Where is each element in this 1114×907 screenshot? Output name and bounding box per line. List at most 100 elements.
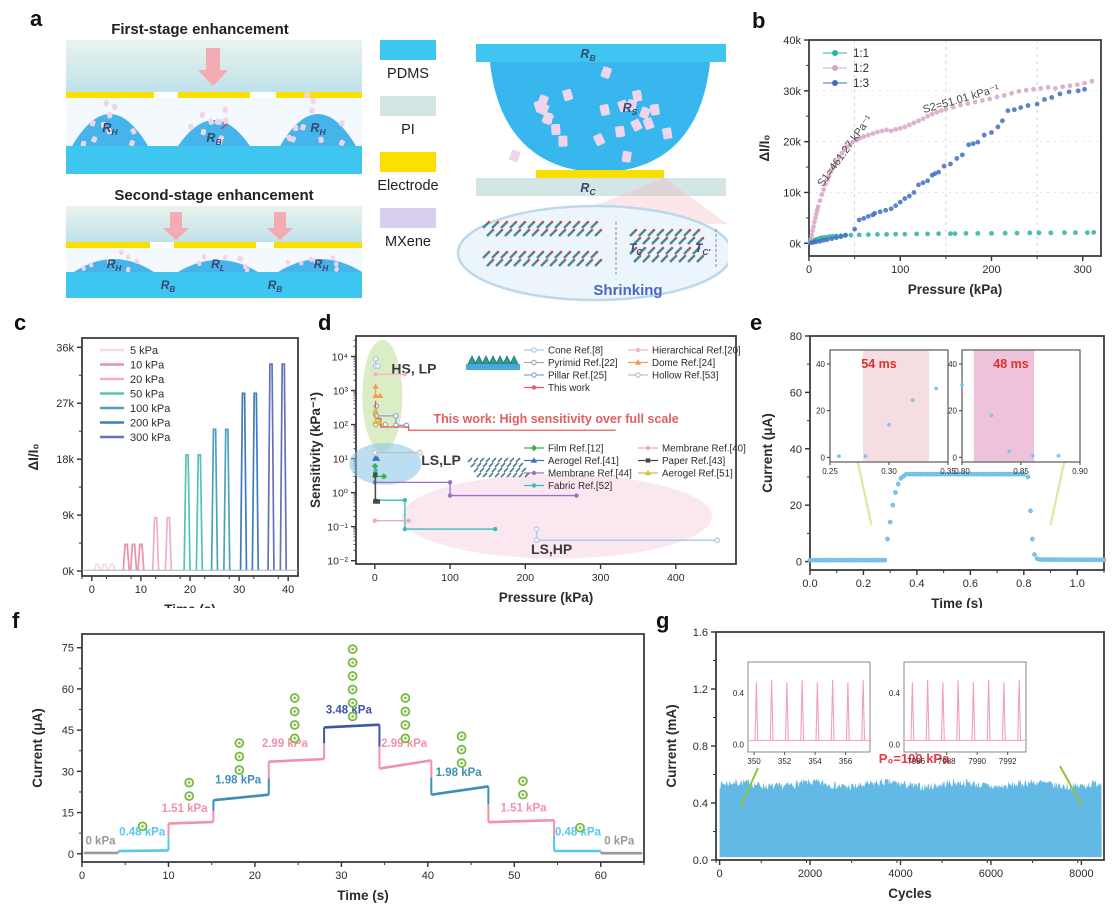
lattice-atom <box>697 246 701 250</box>
pressure-step-label: 0 kPa <box>604 835 635 847</box>
pdms-top-slab <box>66 206 362 242</box>
pulse-trace <box>129 543 138 571</box>
lattice-stroke <box>467 457 473 463</box>
cycle-spike <box>845 682 850 741</box>
pressure-step-label: 0.48 kPa <box>555 827 602 839</box>
inset-dot <box>934 386 939 391</box>
lattice-atom <box>559 250 563 254</box>
scatter-point <box>994 94 1000 100</box>
mxene-dot <box>593 133 606 147</box>
x-tick-label: 0.0 <box>802 578 817 590</box>
lattice-atom <box>572 228 576 232</box>
x-tick-label: 4000 <box>888 868 912 880</box>
data-marker <box>375 499 381 504</box>
legend-label: 300 kPa <box>130 432 171 444</box>
lattice-atom <box>670 246 674 250</box>
scatter-point <box>856 232 862 238</box>
data-marker <box>635 372 641 378</box>
lattice-atom <box>487 220 491 224</box>
scatter-point <box>902 231 908 237</box>
water-droplet-icon <box>238 768 241 772</box>
inset-y-tick-label: 40 <box>816 360 825 369</box>
x-tick-label: 6000 <box>979 868 1003 880</box>
water-droplet-icon <box>293 710 296 713</box>
pressure-step-label: 1.98 kPa <box>436 767 483 779</box>
data-marker <box>373 468 378 473</box>
pulse-trace <box>164 516 173 571</box>
panel-d-chart: 0 100 200 300 400 10⁻² 10⁻¹ 10⁰ 10¹ 10² 10³ 10⁴ Pres… <box>308 335 746 605</box>
scatter-point <box>958 102 963 108</box>
mxene-dot <box>196 260 202 266</box>
response-dot <box>1021 471 1027 477</box>
lattice-stroke <box>506 472 512 478</box>
mxene-dot <box>299 260 304 266</box>
y-tick-label: 1.2 <box>693 684 708 696</box>
scatter-point <box>811 224 816 229</box>
y-tick-label: 10¹ <box>333 454 349 466</box>
y-tick-label: 10k <box>783 187 801 199</box>
lattice-stroke <box>524 472 530 478</box>
lattice-stroke <box>576 259 584 267</box>
lattice-atom <box>541 220 545 224</box>
response-time-label: 48 ms <box>993 357 1028 371</box>
lattice-stroke <box>669 237 677 245</box>
scatter-point <box>850 139 856 145</box>
water-droplet-icon <box>293 723 296 727</box>
y-tick-label: 60 <box>62 684 74 696</box>
y-axis-label: Current (mA) <box>664 704 679 787</box>
mxene-dot <box>118 249 124 256</box>
cycling-band <box>719 778 1102 858</box>
water-droplet-icon <box>521 793 525 796</box>
mxene-dot <box>207 118 215 126</box>
scatter-point <box>1082 86 1087 92</box>
mxene-dot <box>81 265 86 271</box>
scatter-point <box>948 231 953 237</box>
inset-y-tick-label: 40 <box>948 360 957 369</box>
panel-a-schematic: First-stage enhancement RH RH RB Second-… <box>66 21 728 302</box>
data-marker <box>402 526 408 532</box>
y-axis-label: ΔI/I₀ <box>26 443 41 470</box>
lattice-atom <box>599 258 603 262</box>
lattice-stroke <box>500 221 508 229</box>
scatter-point <box>1073 230 1078 236</box>
electrode-strip <box>178 92 250 98</box>
scatter-point <box>1067 83 1073 89</box>
x-tick-label: 40 <box>422 870 434 882</box>
data-marker <box>380 473 388 480</box>
lattice-stroke <box>488 472 494 478</box>
mxene-dot <box>125 266 131 273</box>
lattice-atom <box>523 250 527 254</box>
lattice-atom <box>518 258 522 262</box>
data-marker <box>635 347 641 353</box>
lattice-atom <box>572 258 576 262</box>
x-tick-label: 100 <box>891 264 909 276</box>
mxene-dot <box>662 127 673 140</box>
scatter-point <box>1084 230 1090 236</box>
inset-dot <box>960 383 964 387</box>
water-droplet-icon <box>521 780 525 783</box>
lattice-atom <box>536 258 540 262</box>
scatter-point <box>934 109 940 115</box>
lattice-stroke <box>491 457 497 463</box>
lattice-stroke <box>491 221 499 229</box>
x-tick-label: 40 <box>282 584 294 596</box>
lattice-stroke <box>567 259 575 267</box>
lattice-stroke <box>515 457 521 463</box>
inset-x-tick-label: 7992 <box>999 757 1017 766</box>
data-marker <box>372 407 379 413</box>
x-tick-label: 0.6 <box>963 578 978 590</box>
x-tick-label: 20 <box>184 584 196 596</box>
response-dot <box>895 481 901 487</box>
lattice-stroke <box>503 457 509 463</box>
inset-pointer-line <box>1059 765 1083 807</box>
cycle-spike <box>956 679 961 741</box>
y-tick-label: 10⁴ <box>332 351 348 363</box>
x-tick-label: 20 <box>249 870 261 882</box>
scatter-point <box>1049 95 1055 100</box>
pressure-step-label: 0.48 kPa <box>119 827 166 839</box>
lattice-stroke <box>509 457 515 463</box>
inset-y-tick-label: 0.0 <box>733 740 745 749</box>
pulse-trace <box>183 453 191 571</box>
lattice-stroke <box>509 251 517 259</box>
lattice-stroke <box>629 247 637 255</box>
